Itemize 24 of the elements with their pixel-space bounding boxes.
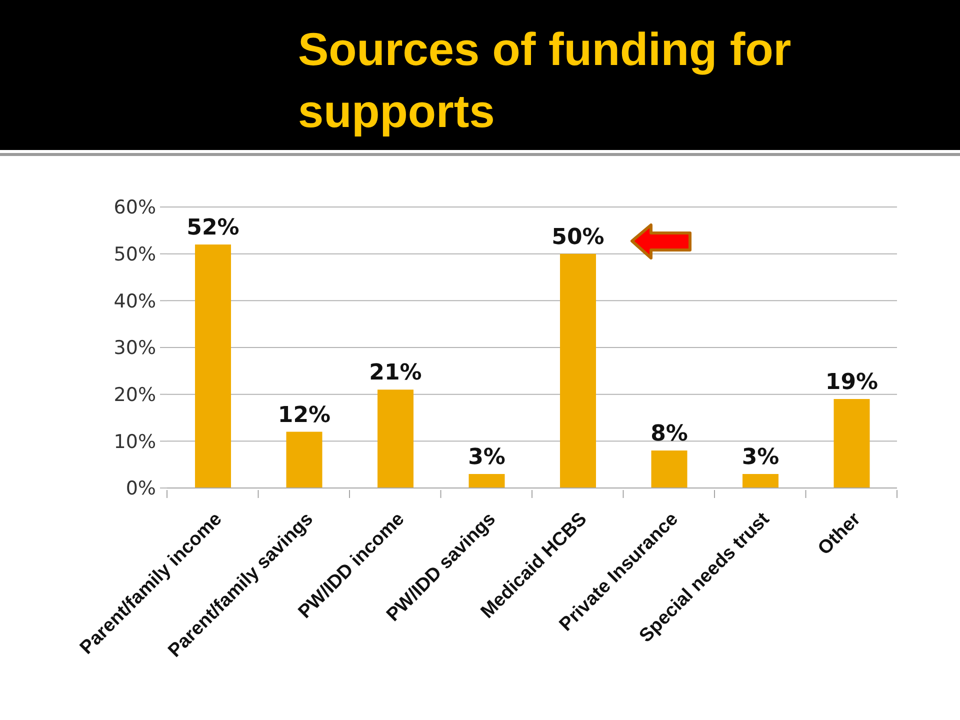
data-label: 3% [742,444,780,470]
bar [834,399,870,488]
bar [742,474,778,488]
y-tick-label: 0% [126,478,156,500]
bar [560,254,596,488]
data-label: 3% [468,444,506,470]
bar [651,450,688,488]
y-tick-label: 20% [114,384,156,406]
bar [468,474,505,488]
bar [195,244,231,488]
bar [286,432,322,488]
y-tick-label: 60% [114,196,156,219]
data-label: 8% [650,422,688,447]
data-label: 52% [186,215,240,240]
data-label: 12% [278,402,331,428]
y-tick-label: 30% [114,337,156,360]
y-tick-label: 40% [114,290,156,312]
bar [378,390,414,488]
y-tick-label: 10% [114,430,156,453]
data-label: 21% [369,360,422,386]
chart-title: Sources of funding for supports [298,22,792,139]
data-label: 19% [825,370,878,396]
data-label: 50% [552,224,604,250]
y-tick-label: 50% [114,244,156,266]
